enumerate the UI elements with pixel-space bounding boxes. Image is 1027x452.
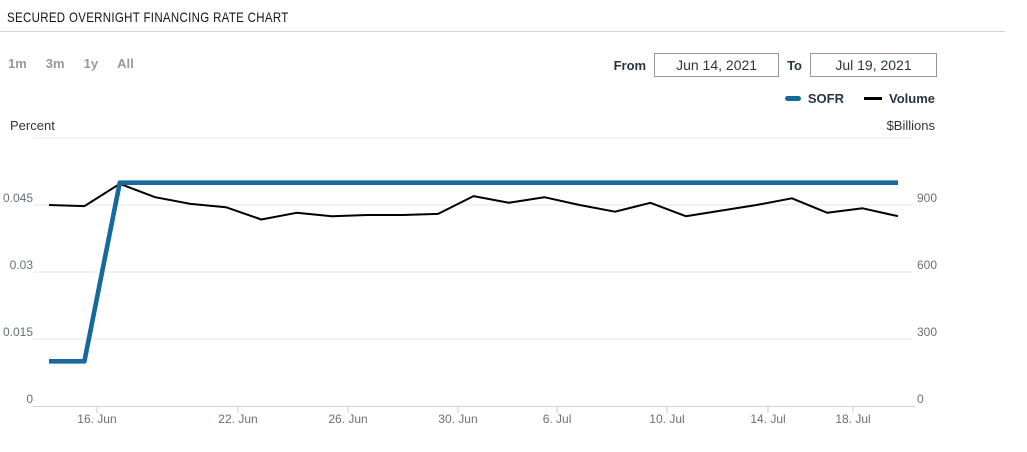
range-button-1y[interactable]: 1y xyxy=(83,56,99,71)
x-axis-label: 22. Jun xyxy=(218,412,257,426)
x-axis-label: 18. Jul xyxy=(835,412,870,426)
title-divider xyxy=(0,31,1005,32)
x-axis-label: 10. Jul xyxy=(649,412,684,426)
sofr-line xyxy=(49,180,898,364)
y-axis-label-left: 0.045 xyxy=(3,191,33,205)
legend-item-sofr[interactable]: SOFR xyxy=(784,91,844,106)
x-axis-label: 30. Jun xyxy=(438,412,477,426)
range-button-all[interactable]: All xyxy=(117,56,134,71)
legend-label: Volume xyxy=(889,91,935,106)
from-label: From xyxy=(613,57,647,73)
date-range-controls: From To xyxy=(614,53,937,77)
y-axis-label-right: 600 xyxy=(917,258,937,272)
x-axis-label: 6. Jul xyxy=(543,412,572,426)
from-date-input[interactable] xyxy=(654,53,780,77)
page-title: SECURED OVERNIGHT FINANCING RATE CHART xyxy=(7,9,350,25)
to-date-input[interactable] xyxy=(810,53,937,77)
range-button-3m[interactable]: 3m xyxy=(45,56,65,71)
legend-swatch-volume xyxy=(864,97,882,100)
left-axis-title: Percent xyxy=(10,118,55,133)
y-axis-label-right: 0 xyxy=(917,392,924,406)
volume-line xyxy=(48,182,899,221)
legend-label: SOFR xyxy=(807,91,844,106)
y-axis-label-right: 900 xyxy=(917,191,937,205)
y-axis-label-right: 300 xyxy=(917,325,937,339)
x-axis-label: 26. Jun xyxy=(328,412,367,426)
page-title-text: SECURED OVERNIGHT FINANCING RATE CHART xyxy=(7,9,289,25)
y-axis-label-left: 0.03 xyxy=(10,258,34,272)
y-axis-label-left: 0.015 xyxy=(3,325,33,339)
chart-legend: SOFR Volume xyxy=(784,91,935,106)
range-button-1m[interactable]: 1m xyxy=(8,56,27,71)
y-axis-label-left: 0 xyxy=(26,392,33,406)
legend-item-volume[interactable]: Volume xyxy=(864,91,935,106)
right-axis-title: $Billions xyxy=(886,118,935,133)
legend-swatch-sofr xyxy=(784,96,801,101)
to-label: To xyxy=(787,57,802,73)
x-axis-label: 14. Jul xyxy=(750,412,785,426)
x-axis-label: 16. Jun xyxy=(77,412,116,426)
range-selector: 1m 3m 1y All xyxy=(8,56,134,71)
